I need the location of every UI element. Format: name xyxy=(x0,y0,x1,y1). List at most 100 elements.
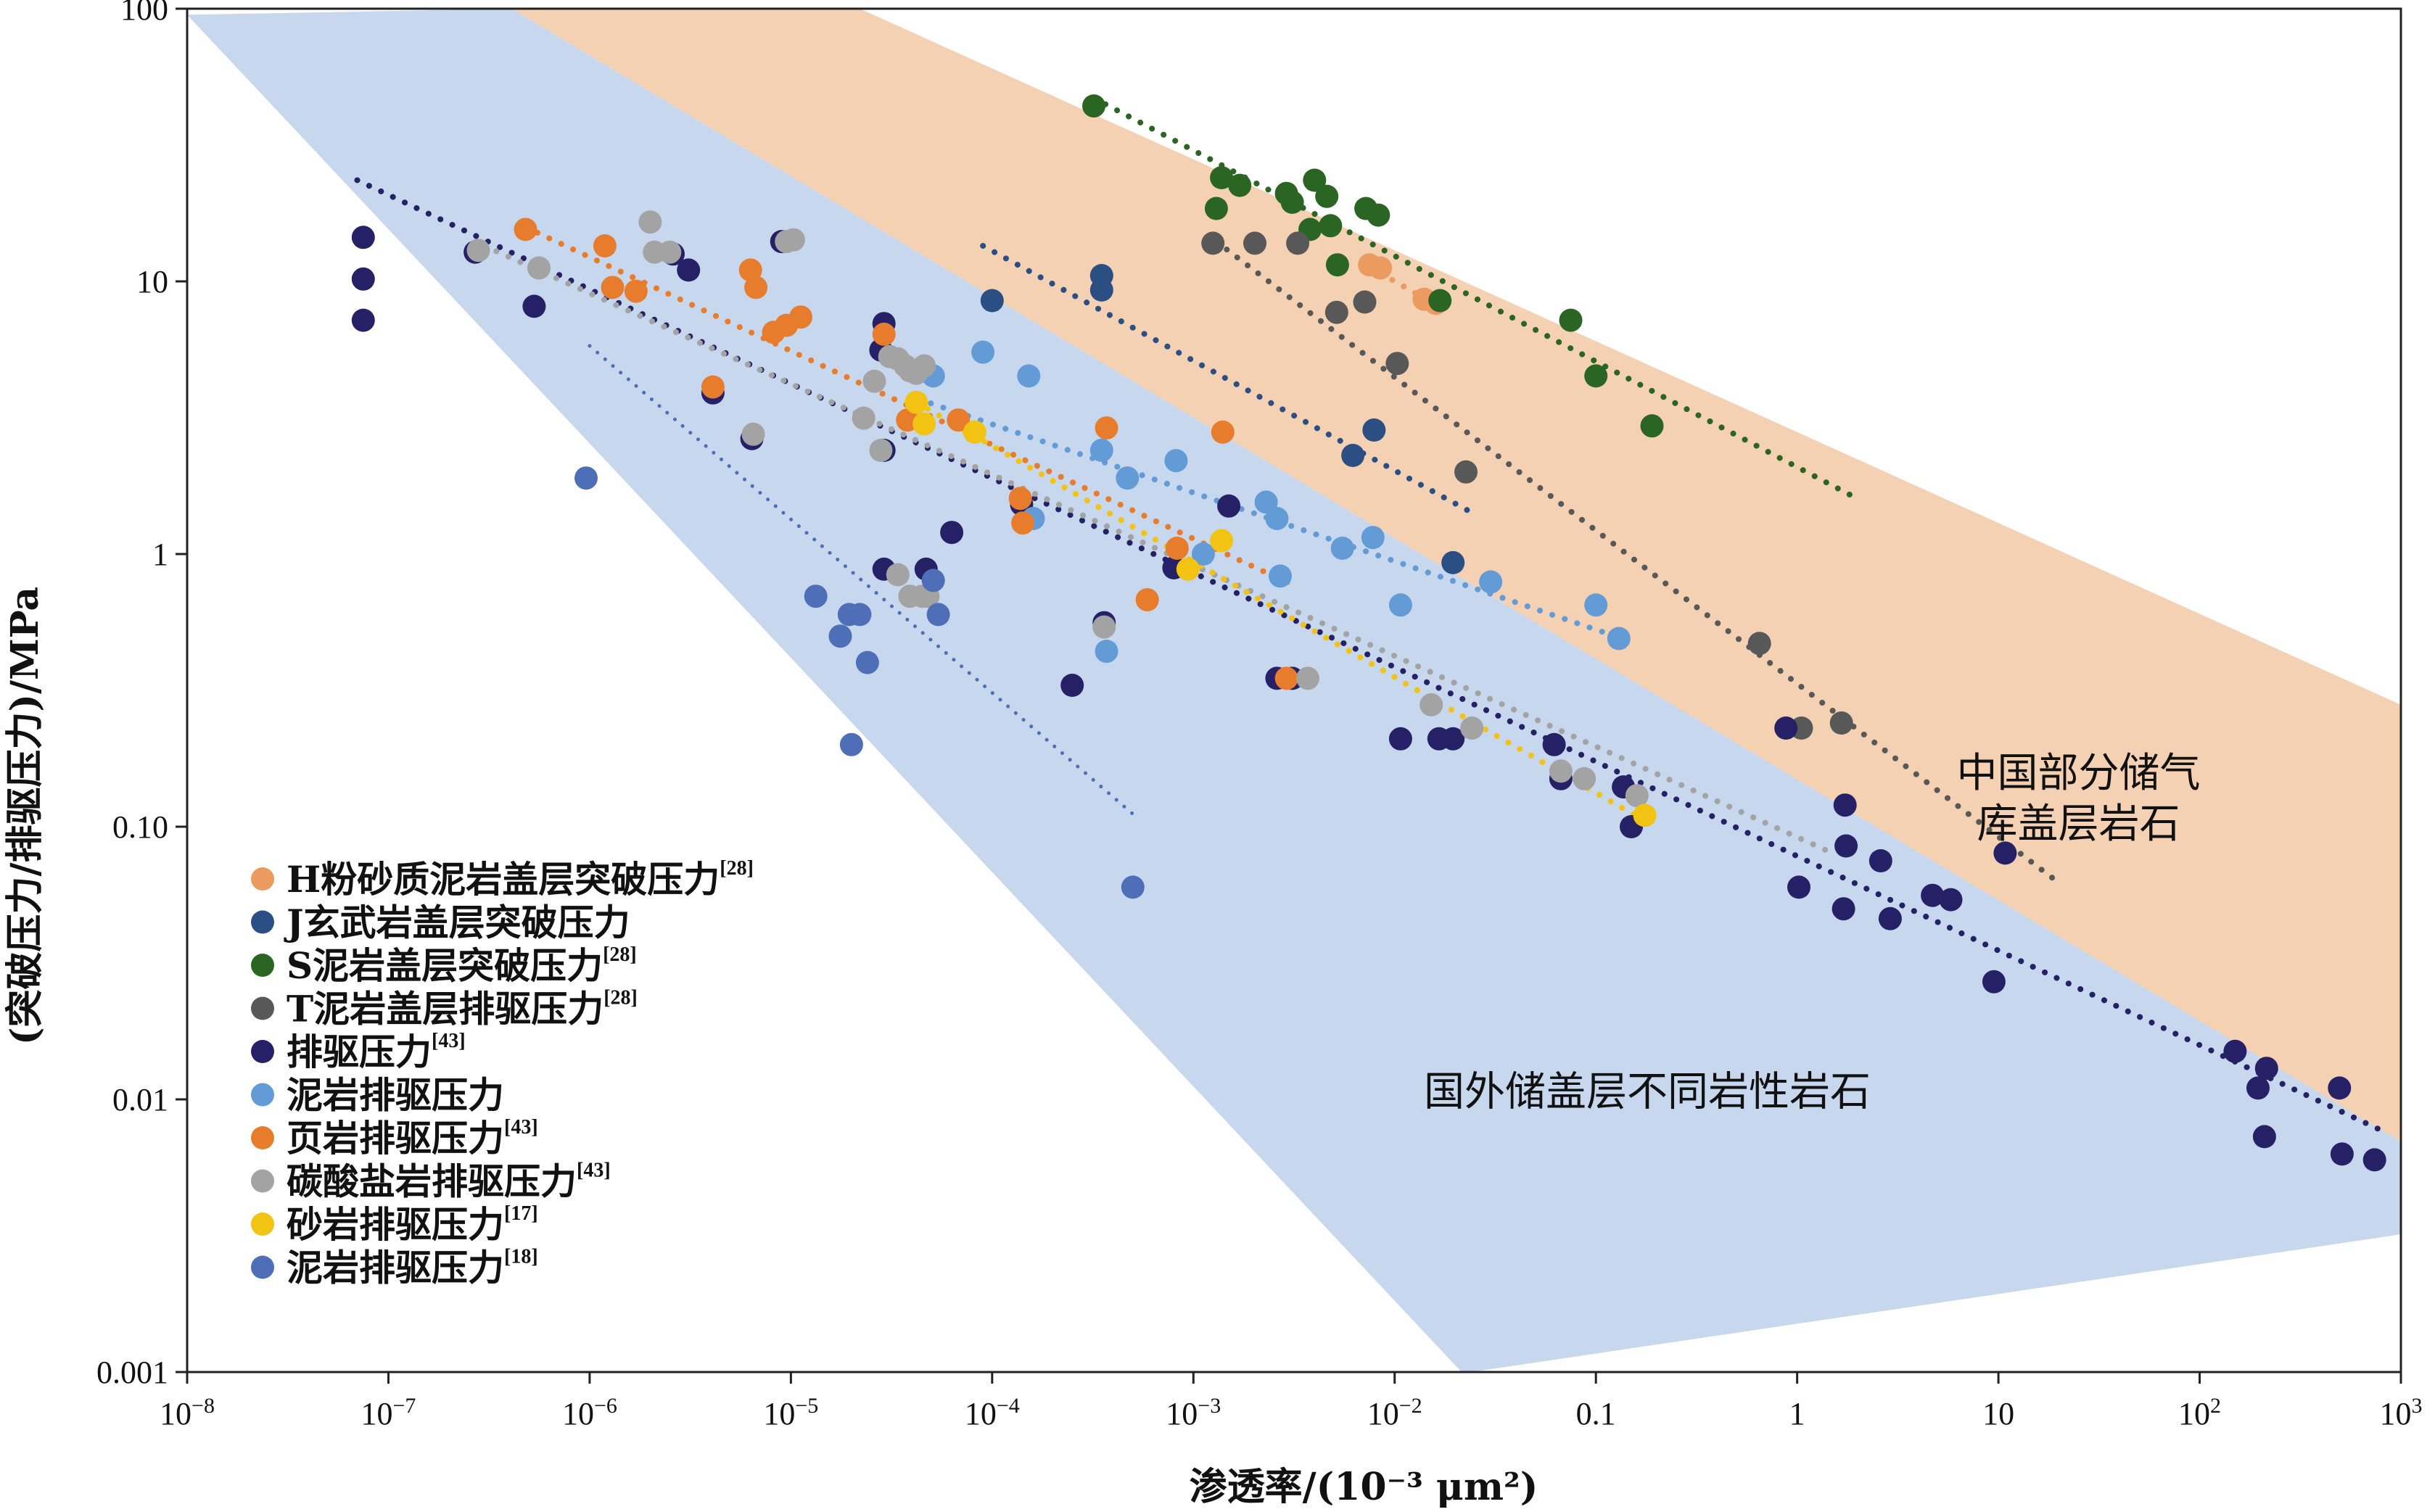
legend-label: T泥岩盖层排驱压力[28] xyxy=(287,987,638,1030)
trend-line xyxy=(915,396,1626,642)
data-point xyxy=(1269,564,1292,588)
data-point xyxy=(1243,231,1266,255)
legend-label: J玄武岩盖层突破压力 xyxy=(284,901,630,944)
data-point xyxy=(1921,883,1945,907)
y-tick-label: 0.001 xyxy=(96,1355,168,1390)
data-point xyxy=(1454,460,1478,484)
data-point xyxy=(1254,490,1278,514)
data-point xyxy=(1573,767,1596,790)
data-point xyxy=(804,584,828,608)
data-point xyxy=(1367,203,1390,227)
data-point xyxy=(1361,526,1385,550)
data-point xyxy=(940,521,964,545)
x-tick-label: 10−6 xyxy=(562,1394,617,1432)
data-point xyxy=(781,228,805,252)
data-point xyxy=(1633,803,1657,827)
region-label-foreign: 国外储盖层不同岩性岩石 xyxy=(1424,1068,1871,1115)
x-tick-label: 103 xyxy=(2380,1394,2423,1432)
data-point xyxy=(1420,693,1443,716)
data-point-layer xyxy=(351,94,2386,1172)
data-point xyxy=(2254,1057,2278,1081)
data-point xyxy=(872,322,896,346)
data-point xyxy=(1441,550,1465,574)
data-point xyxy=(980,289,1004,313)
data-point xyxy=(1479,570,1503,594)
legend-label: 泥岩排驱压力 xyxy=(287,1074,504,1117)
data-point xyxy=(1939,888,1963,912)
data-point xyxy=(1869,849,1892,872)
data-point xyxy=(1095,640,1118,664)
data-point xyxy=(1095,416,1118,440)
data-point xyxy=(1121,875,1145,899)
data-point xyxy=(1385,352,1409,376)
data-point xyxy=(1089,439,1113,462)
data-point xyxy=(1082,94,1105,118)
data-point xyxy=(1833,793,1857,817)
data-point xyxy=(1201,231,1225,255)
legend-marker xyxy=(251,954,274,977)
data-point xyxy=(1325,253,1349,277)
data-point xyxy=(1353,290,1377,314)
data-point xyxy=(2252,1125,2276,1149)
data-point xyxy=(1584,364,1608,388)
data-point xyxy=(738,258,762,282)
data-point xyxy=(855,650,879,674)
data-point xyxy=(1341,444,1365,467)
data-point xyxy=(1210,529,1234,553)
data-point xyxy=(1832,897,1855,921)
data-point xyxy=(1228,173,1252,197)
data-point xyxy=(947,408,971,432)
data-point xyxy=(677,258,701,282)
y-tick-label: 100 xyxy=(120,0,168,27)
region-label-china: 库盖层岩石 xyxy=(1977,801,2180,848)
data-point xyxy=(1191,542,1215,566)
legend-marker xyxy=(251,1213,274,1236)
data-point xyxy=(1280,190,1304,214)
data-point xyxy=(1176,557,1200,581)
x-tick-exponent: 3 xyxy=(2412,1394,2423,1418)
data-point xyxy=(1319,214,1343,238)
x-axis-label: 渗透率/(10⁻³ μm²) xyxy=(1190,1465,1538,1509)
data-point xyxy=(1388,593,1412,617)
data-point xyxy=(839,732,863,756)
legend-marker xyxy=(251,1169,274,1193)
x-tick-exponent: −8 xyxy=(191,1394,215,1418)
legend-marker xyxy=(251,996,274,1020)
x-tick-exponent: −4 xyxy=(997,1394,1020,1418)
data-point xyxy=(1625,784,1649,808)
legend-marker xyxy=(251,1040,274,1063)
data-point xyxy=(1303,168,1327,192)
region-foreign-rocks xyxy=(187,9,2401,1372)
data-point xyxy=(1878,906,1902,930)
legend-reference: [18] xyxy=(504,1246,538,1268)
data-point xyxy=(886,563,910,587)
y-tick-label: 0.10 xyxy=(112,809,168,845)
x-tick-exponent: −6 xyxy=(594,1394,617,1418)
plot-frame xyxy=(186,7,2402,1373)
data-point xyxy=(1428,289,1452,313)
data-point xyxy=(351,308,375,332)
trend-line xyxy=(980,242,1478,518)
data-point xyxy=(1441,727,1465,751)
legend-reference: [43] xyxy=(577,1160,611,1182)
y-tick-label: 1 xyxy=(152,537,168,572)
x-tick-exponent: −2 xyxy=(1399,1394,1422,1418)
x-tick-exponent: −7 xyxy=(392,1394,416,1418)
data-point xyxy=(852,406,875,430)
data-point xyxy=(514,218,537,241)
data-point xyxy=(1388,727,1412,751)
x-tick-label: 10−7 xyxy=(360,1394,416,1432)
x-tick-label: 10−5 xyxy=(763,1394,818,1432)
legend-marker xyxy=(251,910,274,934)
data-point xyxy=(601,276,625,299)
legend: H粉砂质泥岩盖层突破压力[28]J玄武岩盖层突破压力S泥岩盖层突破压力[28]T… xyxy=(251,857,754,1289)
data-point xyxy=(1982,970,2006,993)
legend-label: 排驱压力[43] xyxy=(287,1030,466,1073)
data-point xyxy=(1584,593,1608,617)
data-point xyxy=(789,305,812,329)
data-point xyxy=(351,226,375,249)
data-point xyxy=(1274,666,1298,690)
data-point xyxy=(1829,711,1853,735)
data-point xyxy=(466,239,490,263)
